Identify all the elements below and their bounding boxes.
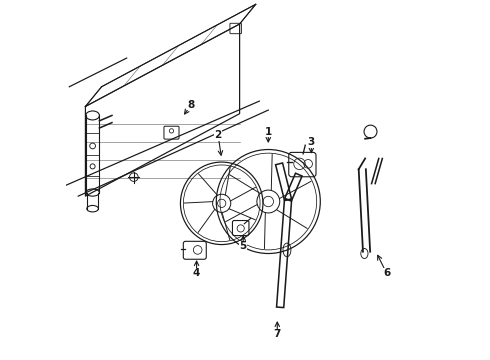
Text: 1: 1	[265, 127, 272, 136]
Text: 4: 4	[193, 268, 200, 278]
Text: 7: 7	[273, 329, 281, 339]
Text: 8: 8	[188, 100, 195, 110]
Text: 3: 3	[308, 138, 315, 147]
Text: 2: 2	[215, 130, 222, 140]
Text: 6: 6	[383, 268, 390, 278]
Text: 5: 5	[240, 241, 247, 251]
